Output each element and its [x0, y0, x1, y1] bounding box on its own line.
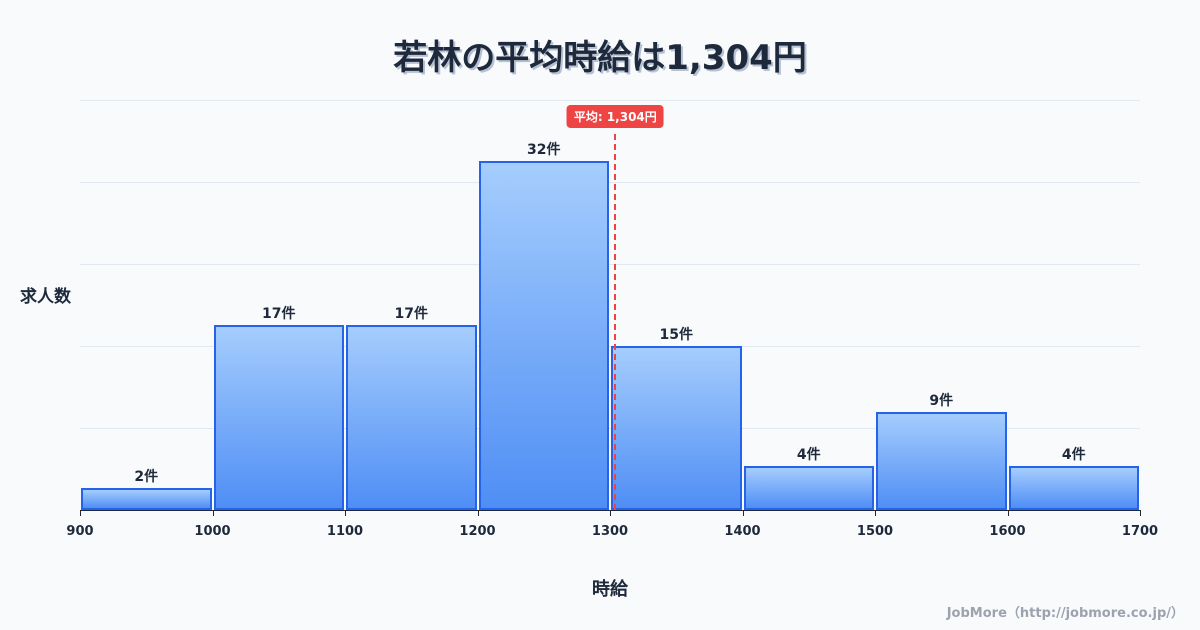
gridline	[80, 428, 1140, 429]
average-line	[614, 134, 617, 510]
histogram-bar	[876, 411, 1007, 510]
gridline	[80, 100, 1140, 101]
x-tick-label: 1200	[459, 524, 496, 539]
bar-value-label: 17件	[394, 305, 428, 322]
x-tick-label: 1400	[724, 524, 761, 539]
x-tick	[875, 510, 876, 516]
x-tick-label: 1300	[591, 524, 629, 539]
bar-value-label: 15件	[659, 327, 693, 344]
gridline	[80, 346, 1140, 347]
x-tick-label: 1100	[326, 524, 364, 539]
x-tick	[477, 510, 479, 516]
bar-value-label: 9件	[929, 392, 954, 409]
x-tick	[80, 510, 81, 516]
x-tick-label: 900	[66, 524, 94, 539]
x-tick-label: 1600	[989, 524, 1026, 539]
bar-value-label: 4件	[1061, 447, 1086, 464]
bar-value-label: 2件	[134, 469, 159, 486]
average-badge: 平均: 1,304円	[566, 105, 664, 128]
histogram-bar	[478, 161, 609, 510]
x-tick	[1007, 510, 1009, 516]
x-axis-label: 時給	[592, 579, 628, 600]
histogram-bar	[1008, 466, 1139, 510]
x-tick	[212, 510, 214, 516]
histogram-bar	[213, 324, 344, 510]
gridline	[80, 264, 1140, 265]
histogram-bar	[346, 324, 477, 510]
credit-text: JobMore（http://jobmore.co.jp/）	[946, 606, 1184, 621]
bar-value-label: 17件	[262, 305, 296, 322]
histogram-bar	[81, 488, 212, 510]
x-tick	[1140, 510, 1141, 516]
x-tick-label: 1000	[194, 524, 231, 539]
bar-value-label: 4件	[796, 447, 821, 464]
chart-title: 若林の平均時給は1,304円	[393, 38, 807, 78]
x-tick	[610, 510, 611, 516]
histogram-bar	[611, 346, 742, 510]
x-tick-label: 1500	[856, 524, 894, 539]
y-axis-label: 求人数	[20, 287, 71, 307]
histogram-bar	[743, 466, 874, 510]
x-tick-label: 1700	[1121, 524, 1159, 539]
gridline	[80, 182, 1140, 183]
bar-value-label: 32件	[527, 142, 561, 159]
x-tick	[742, 510, 744, 516]
x-tick	[345, 510, 346, 516]
